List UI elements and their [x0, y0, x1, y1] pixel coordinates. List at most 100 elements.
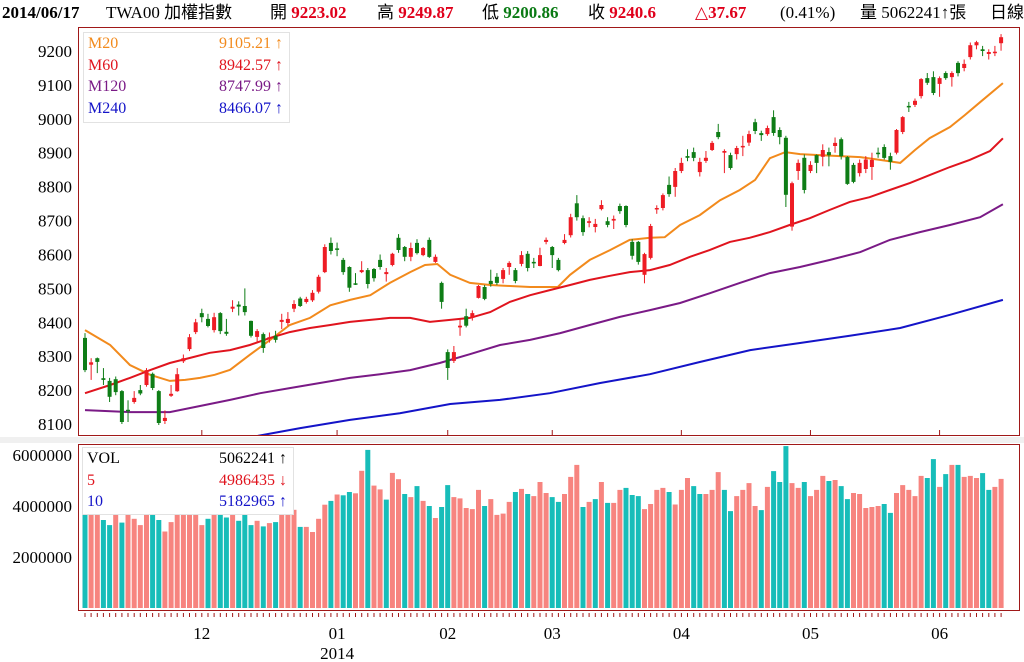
candle-body — [697, 161, 702, 173]
candlestick — [617, 203, 622, 214]
period-selector[interactable]: 日線 — [990, 3, 1024, 22]
legend-m60: M60 8942.57 ↑ — [84, 55, 289, 77]
candle-body — [968, 45, 973, 58]
candlestick — [648, 223, 653, 260]
volume-bar — [672, 504, 678, 608]
candlestick — [89, 358, 94, 380]
price-tick-label: 8300 — [38, 347, 72, 366]
candle-body — [255, 331, 260, 337]
volume-bar — [980, 473, 986, 608]
candle-body — [365, 270, 370, 284]
candle-body — [544, 239, 549, 242]
candle-body — [538, 255, 542, 266]
candlestick — [119, 390, 124, 424]
volume-bar — [752, 506, 758, 608]
candlestick — [968, 42, 973, 60]
candlestick — [292, 300, 296, 313]
legend-label: 5 — [87, 471, 95, 489]
candle-body — [427, 239, 432, 257]
candle-body — [181, 358, 186, 362]
candlestick — [95, 357, 100, 374]
candlestick — [175, 368, 180, 392]
quote-date: 2014/06/17 — [2, 3, 80, 22]
candle-body — [169, 393, 174, 396]
volume-bar — [168, 522, 174, 608]
candlestick — [372, 268, 376, 282]
volume-bar — [353, 493, 358, 609]
candlestick — [999, 34, 1004, 51]
candle-body — [550, 247, 555, 256]
candlestick — [322, 244, 327, 274]
candlestick — [249, 320, 253, 338]
candle-body — [224, 331, 229, 334]
candle-body — [421, 248, 426, 256]
volume-bar — [125, 511, 131, 608]
candle-body — [888, 156, 893, 162]
candle-body — [107, 380, 112, 397]
legend-value: 5182965 ↑ — [219, 493, 287, 510]
candle-body — [679, 162, 684, 171]
candlestick — [882, 144, 887, 160]
price-tick-label: 9200 — [38, 42, 72, 61]
ma-line-m240 — [257, 298, 1004, 435]
candle-body — [119, 391, 124, 422]
candlestick — [937, 76, 942, 97]
candlestick — [421, 247, 426, 257]
candle-body — [138, 390, 143, 394]
price-tick-label: 8900 — [38, 144, 72, 163]
candle-body — [974, 42, 979, 46]
volume-bar — [894, 493, 899, 608]
candlestick — [759, 130, 764, 141]
volume-bar — [555, 501, 561, 608]
candlestick — [242, 288, 247, 316]
volume-tick-label: 2000000 — [13, 548, 73, 567]
candlestick — [150, 372, 155, 391]
candle-body — [132, 397, 137, 402]
volume-bar — [728, 511, 733, 608]
candle-body — [802, 157, 807, 190]
candlestick — [605, 217, 610, 228]
legend-m240: M240 8466.07 ↑ — [84, 98, 289, 120]
volume-bar — [592, 499, 598, 608]
legend-m120: M120 8747.99 ↑ — [84, 76, 289, 98]
ma-line-m20 — [84, 82, 1004, 382]
candle-body — [95, 358, 100, 362]
candle-body — [999, 37, 1004, 44]
candle-body — [126, 409, 130, 412]
volume-bar — [900, 485, 906, 608]
candle-body — [574, 203, 579, 218]
volume-bar — [365, 449, 371, 608]
volume-bar — [107, 525, 113, 608]
candle-body — [980, 49, 985, 51]
candle-body — [783, 137, 788, 195]
volume-bar — [998, 478, 1004, 608]
candlestick — [710, 140, 715, 151]
candle-body — [298, 298, 303, 306]
candle-body — [876, 152, 881, 155]
candle-body — [433, 256, 438, 262]
candle-body — [162, 417, 167, 421]
volume-bar — [851, 493, 856, 608]
candlestick — [636, 240, 641, 265]
volume-bar — [408, 497, 414, 608]
volume-bar — [543, 493, 549, 608]
candlestick — [544, 237, 549, 245]
candlestick — [839, 137, 844, 160]
candle-body — [753, 122, 758, 131]
volume-bar — [346, 492, 352, 608]
volume-bar — [205, 518, 211, 609]
candlestick — [826, 147, 831, 167]
high-label: 高 — [377, 3, 394, 22]
month-label: 12 — [193, 624, 210, 643]
candle-body — [777, 130, 782, 138]
volume-bar — [961, 476, 967, 608]
candlestick — [101, 368, 106, 385]
volume-bar — [924, 478, 930, 608]
volume-bar — [217, 508, 223, 608]
candlestick — [913, 98, 917, 107]
candle-body — [937, 78, 942, 84]
volume-bar — [623, 487, 629, 608]
candle-body — [292, 304, 296, 309]
candle-body — [820, 150, 825, 157]
candle-body — [322, 247, 327, 273]
